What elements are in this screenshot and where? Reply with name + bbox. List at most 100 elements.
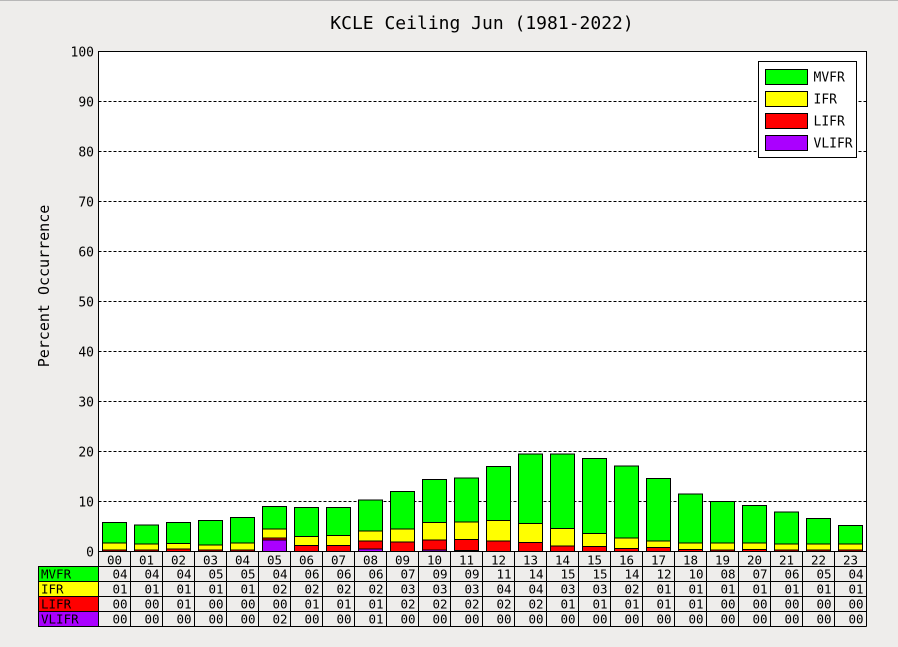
table-cell: 08: [720, 567, 735, 582]
x-tick-label: 17: [651, 553, 666, 568]
y-tick-label: 0: [86, 546, 94, 561]
bar-ifr-07: [326, 535, 351, 546]
bar-mvfr-00: [102, 522, 127, 544]
table-cell: 06: [304, 567, 319, 582]
bar-ifr-19: [710, 542, 735, 551]
bar-ifr-11: [454, 521, 479, 540]
x-tick-label: 16: [619, 553, 634, 568]
table-cell: 02: [272, 582, 287, 597]
table-cell: 01: [752, 582, 767, 597]
data-table: 00 01 02 03 04 05 06 07 08 09 10 11 12 13 14 15 16 17 18 19…: [38, 551, 867, 627]
table-cell: 15: [560, 567, 575, 582]
bar-mvfr-21: [774, 511, 799, 545]
x-tick-label: 00: [107, 553, 122, 568]
x-tick-label: 23: [843, 553, 858, 568]
bar-ifr-18: [678, 542, 703, 550]
chart-title: KCLE Ceiling Jun (1981-2022): [330, 13, 633, 34]
legend-swatch-mvfr: [765, 69, 808, 85]
table-cell: 00: [848, 612, 863, 627]
x-tick-label: 05: [267, 553, 282, 568]
table-cell: 02: [432, 597, 447, 612]
bar-ifr-22: [806, 543, 831, 551]
table-cell: 00: [208, 597, 223, 612]
table-cell: 07: [400, 567, 415, 582]
table-cell: 00: [752, 597, 767, 612]
table-cell: 00: [400, 612, 415, 627]
table-cell: 15: [592, 567, 607, 582]
table-cell: 03: [400, 582, 415, 597]
table-cell: 02: [528, 597, 543, 612]
x-tick-label: 10: [427, 553, 442, 568]
bar-mvfr-05: [262, 506, 287, 530]
table-cell: 01: [688, 597, 703, 612]
table-cell: 01: [592, 597, 607, 612]
x-tick-label: 02: [171, 553, 186, 568]
table-cell: 00: [720, 612, 735, 627]
table-row-label-vlifr: VLIFR: [41, 612, 79, 627]
bar-mvfr-08: [358, 499, 383, 532]
table-cell: 10: [688, 567, 703, 582]
legend-label-lifr: LIFR: [814, 115, 845, 130]
bars: [102, 453, 863, 552]
bar-ifr-12: [486, 520, 511, 542]
table-cell: 06: [336, 567, 351, 582]
table-cell: 04: [496, 582, 511, 597]
table-cell: 00: [112, 612, 127, 627]
legend-swatch-vlifr: [765, 135, 808, 151]
table-cell: 02: [400, 597, 415, 612]
bar-mvfr-01: [134, 524, 159, 545]
bar-lifr-10: [422, 539, 447, 551]
x-tick-label: 06: [299, 553, 314, 568]
bar-ifr-23: [838, 543, 863, 551]
bar-ifr-00: [102, 542, 127, 551]
table-cell: 00: [304, 612, 319, 627]
table-cell: 06: [784, 567, 799, 582]
gridlines: [98, 101, 867, 502]
bar-mvfr-03: [198, 520, 223, 546]
bar-mvfr-12: [486, 466, 511, 521]
bar-lifr-14: [550, 545, 575, 552]
y-tick-label: 90: [78, 96, 94, 111]
bar-ifr-16: [614, 537, 639, 549]
y-tick-label: 30: [78, 396, 94, 411]
table-cell: 09: [432, 567, 447, 582]
table-cell: 01: [816, 582, 831, 597]
table-cell: 00: [112, 597, 127, 612]
bar-ifr-21: [774, 543, 799, 551]
table-row-label-ifr: IFR: [41, 582, 64, 597]
x-tick-label: 12: [491, 553, 506, 568]
table-cell: 01: [176, 597, 191, 612]
table-cell: 04: [528, 582, 543, 597]
table-cell: 00: [528, 612, 543, 627]
bar-mvfr-18: [678, 493, 703, 544]
table-cell: 00: [592, 612, 607, 627]
table-cell: 00: [240, 612, 255, 627]
table-cell: 01: [688, 582, 703, 597]
table-cell: 01: [656, 582, 671, 597]
table-cell: 01: [720, 582, 735, 597]
table-cell: 01: [304, 597, 319, 612]
table-cell: 00: [624, 612, 639, 627]
bar-ifr-15: [582, 533, 607, 547]
bar-vlifr-05: [262, 539, 287, 552]
legend: MVFR IFR LIFR VLIFR: [758, 61, 857, 158]
y-tick-label: 40: [78, 346, 94, 361]
bar-mvfr-20: [742, 505, 767, 544]
bar-lifr-08: [358, 540, 383, 550]
table-cell: 00: [848, 597, 863, 612]
x-tick-label: 19: [715, 553, 730, 568]
table-cell: 01: [784, 582, 799, 597]
bar-ifr-13: [518, 523, 543, 543]
y-tick-label: 100: [71, 46, 94, 61]
bar-lifr-15: [582, 546, 607, 552]
bar-mvfr-10: [422, 479, 447, 523]
bar-mvfr-16: [614, 465, 639, 539]
bar-ifr-17: [646, 540, 671, 548]
table-cell: 14: [528, 567, 543, 582]
bar-mvfr-17: [646, 478, 671, 542]
table-cell: 05: [240, 567, 255, 582]
x-tick-label: 01: [139, 553, 154, 568]
bar-mvfr-13: [518, 453, 543, 524]
y-tick-label: 20: [78, 446, 94, 461]
